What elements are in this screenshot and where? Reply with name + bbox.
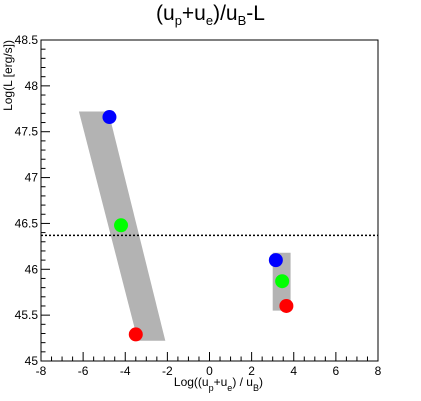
points-layer <box>102 110 294 342</box>
data-point-2-0 <box>128 327 143 342</box>
data-point-1-1 <box>275 274 290 289</box>
x-tick-label: 4 <box>290 364 297 378</box>
y-axis-ticks: 45 45.5 46 46.5 47 47.5 48 48.5 <box>15 33 50 368</box>
data-point-2-1 <box>279 298 294 313</box>
y-tick-label: 48.5 <box>15 33 39 47</box>
data-point-1-0 <box>114 218 129 233</box>
x-tick-label: 2 <box>248 364 255 378</box>
x-tick-label: -8 <box>36 364 47 378</box>
bands-layer <box>78 111 291 341</box>
x-tick-label: 6 <box>333 364 340 378</box>
y-tick-label: 47.5 <box>15 125 39 139</box>
y-tick-label: 45 <box>25 354 39 368</box>
x-axis-ticks: -8 -6 -4 -2 0 2 4 6 8 <box>36 352 382 378</box>
data-point-0-1 <box>268 253 283 268</box>
y-tick-label: 48 <box>25 79 39 93</box>
y-axis-title: Log(L [erg/s]) <box>1 40 15 111</box>
x-tick-label: 0 <box>206 364 213 378</box>
y-tick-label: 46.5 <box>15 216 39 230</box>
x-tick-label: -6 <box>78 364 89 378</box>
plot-frame <box>40 39 379 362</box>
data-point-0-0 <box>102 110 117 125</box>
x-tick-label: -4 <box>120 364 131 378</box>
y-tick-label: 45.5 <box>15 308 39 322</box>
y-tick-label: 47 <box>25 171 39 185</box>
chart-title: (up+ue)/uB-L <box>156 2 265 29</box>
x-tick-label: 8 <box>375 364 382 378</box>
x-tick-label: -2 <box>162 364 173 378</box>
x-axis-title: Log((up+ue) / uB) <box>174 375 263 393</box>
y-tick-label: 46 <box>25 262 39 276</box>
